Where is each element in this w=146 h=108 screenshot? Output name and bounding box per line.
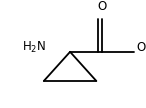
Text: O: O	[98, 0, 107, 13]
Text: H$_2$N: H$_2$N	[22, 40, 46, 55]
Text: OH: OH	[137, 41, 146, 54]
